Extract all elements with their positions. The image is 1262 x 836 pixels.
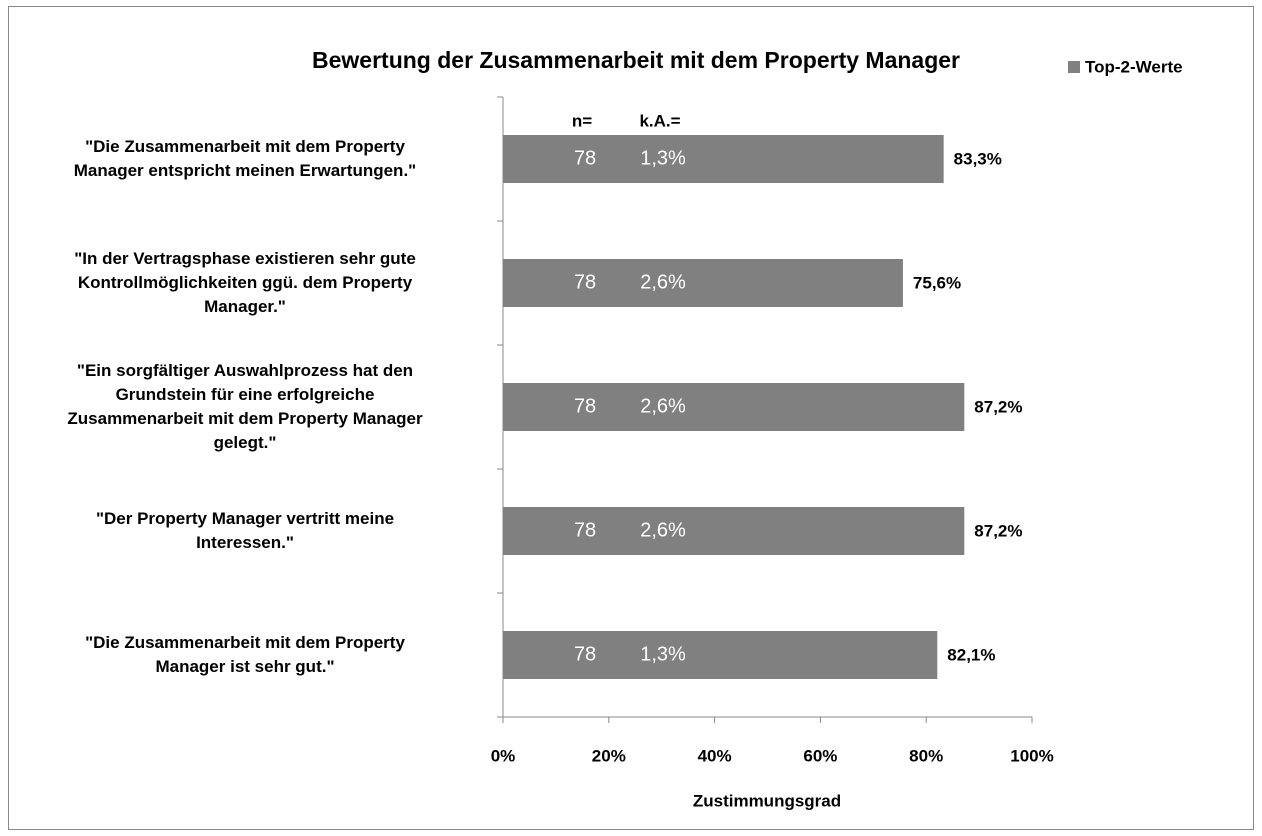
n-header: n= bbox=[572, 111, 592, 130]
category-label: "Ein sorgfältiger Auswahlprozess hat den… bbox=[67, 361, 423, 452]
ka-label: 2,6% bbox=[640, 395, 686, 417]
chart-title: Bewertung der Zusammenarbeit mit dem Pro… bbox=[312, 47, 960, 73]
frame bbox=[8, 6, 1254, 830]
n-label: 78 bbox=[574, 147, 596, 169]
bar bbox=[503, 135, 944, 183]
n-label: 78 bbox=[574, 271, 596, 293]
bar bbox=[503, 507, 965, 555]
ka-label: 1,3% bbox=[640, 147, 686, 169]
n-label: 78 bbox=[574, 643, 596, 665]
bar bbox=[503, 631, 938, 679]
x-tick-label: 40% bbox=[698, 746, 732, 765]
value-label: 87,2% bbox=[974, 397, 1022, 416]
bar bbox=[503, 383, 965, 431]
n-label: 78 bbox=[574, 395, 596, 417]
category-label: "Der Property Manager vertritt meine Int… bbox=[95, 509, 395, 552]
value-label: 83,3% bbox=[954, 149, 1002, 168]
x-tick-label: 80% bbox=[909, 746, 943, 765]
category-label: "Die Zusammenarbeit mit dem Property Man… bbox=[85, 633, 405, 676]
ka-label: 2,6% bbox=[640, 519, 686, 541]
value-label: 87,2% bbox=[974, 521, 1022, 540]
x-tick-label: 60% bbox=[803, 746, 837, 765]
x-tick-label: 0% bbox=[491, 746, 516, 765]
n-label: 78 bbox=[574, 519, 596, 541]
ka-header: k.A.= bbox=[639, 111, 680, 130]
legend-label: Top-2-Werte bbox=[1085, 57, 1183, 76]
category-label: "Die Zusammenarbeit mit dem Property Man… bbox=[73, 137, 417, 180]
value-label: 82,1% bbox=[947, 645, 995, 664]
ka-label: 2,6% bbox=[640, 271, 686, 293]
x-tick-label: 20% bbox=[592, 746, 626, 765]
legend-swatch bbox=[1068, 61, 1080, 73]
x-axis-title: Zustimmungsgrad bbox=[693, 791, 841, 810]
ka-label: 1,3% bbox=[640, 643, 686, 665]
value-label: 75,6% bbox=[913, 273, 961, 292]
category-label: "In der Vertragsphase existieren sehr gu… bbox=[74, 249, 416, 316]
bar bbox=[503, 259, 903, 307]
x-tick-label: 100% bbox=[1010, 746, 1053, 765]
